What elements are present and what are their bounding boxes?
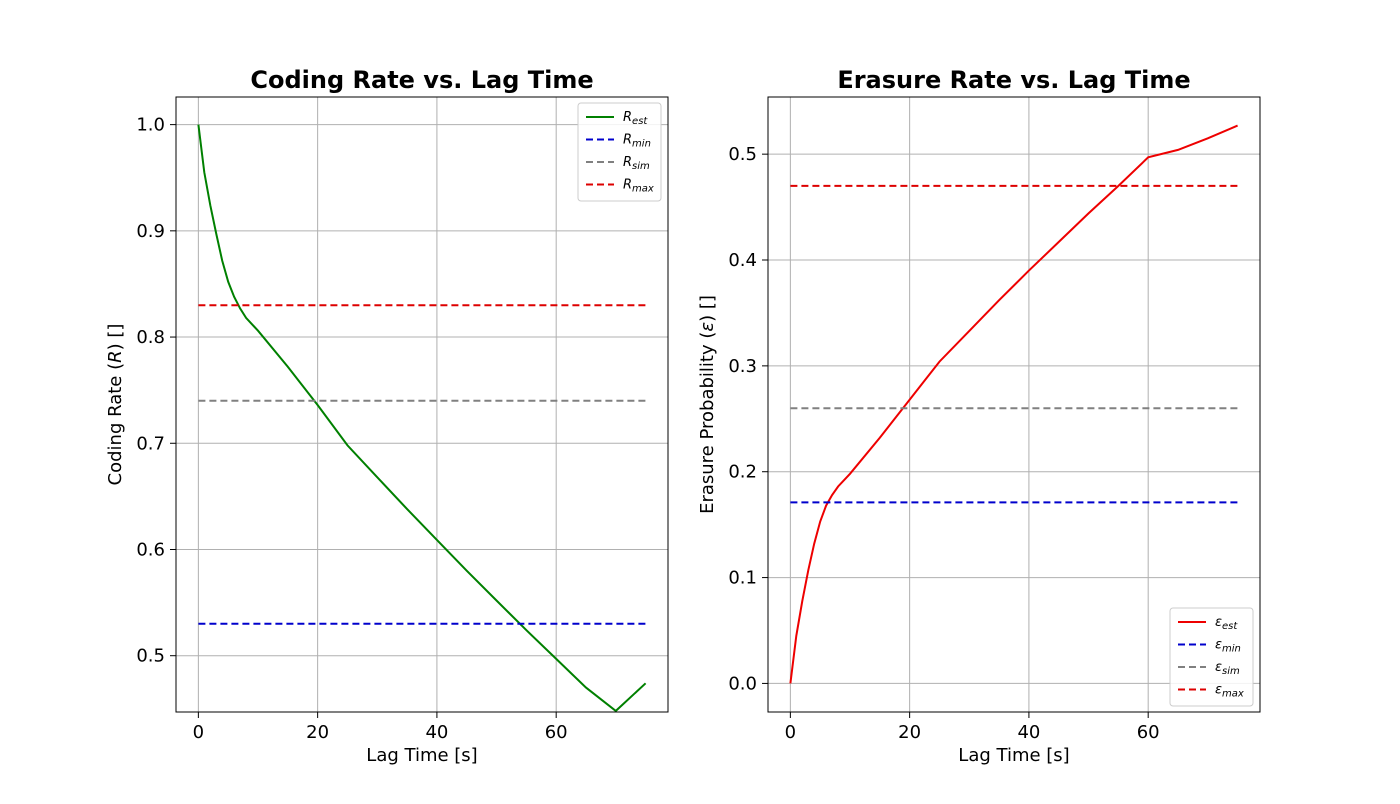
x-tick-label: 40: [1017, 722, 1040, 743]
y-tick-label: 0.9: [136, 221, 165, 242]
axes-frame: [175, 96, 669, 713]
legend-label-min: Rmin: [623, 133, 651, 150]
y-tick-label: 0.8: [136, 327, 165, 348]
y-tick-label: 0.2: [728, 462, 757, 483]
legend: Rest Rmin Rsim Rmax: [577, 102, 662, 202]
legend-box: [577, 102, 662, 202]
legend-label-max: εmax: [1215, 683, 1244, 700]
y-axis-label: Erasure Probability (ε) []: [697, 295, 718, 514]
y-tick-label: 0.5: [136, 646, 165, 667]
erasure-rate-plot: 0 20 40 60 0.0 0.1 0.2 0.3 0.4 0.5 Erasure Rate vs…: [697, 66, 1261, 766]
x-tick-label: 0: [193, 722, 204, 743]
legend-label-est: εest: [1215, 615, 1238, 632]
y-axis-label: Coding Rate (R) []: [105, 324, 126, 486]
y-tick-label: 0.5: [728, 144, 757, 165]
chart-title: Erasure Rate vs. Lag Time: [837, 66, 1190, 94]
y-tick-label: 0.0: [728, 673, 757, 694]
y-tick-label: 0.7: [136, 433, 165, 454]
x-tick-label: 60: [1137, 722, 1160, 743]
x-tick-label: 40: [425, 722, 448, 743]
x-axis-label: Lag Time [s]: [958, 745, 1069, 766]
y-tick-label: 0.3: [728, 356, 757, 377]
y-tick-label: 0.6: [136, 539, 165, 560]
x-tick-label: 0: [785, 722, 796, 743]
x-tick-label: 20: [898, 722, 921, 743]
series-line-est: [197, 124, 647, 713]
y-tick-label: 0.1: [728, 568, 757, 589]
x-axis-label: Lag Time [s]: [366, 745, 477, 766]
y-tick-label: 0.4: [728, 250, 757, 271]
legend-box: [1169, 607, 1254, 707]
chart-title: Coding Rate vs. Lag Time: [250, 66, 593, 94]
legend-label-sim: Rsim: [623, 155, 650, 172]
x-tick-label: 20: [306, 722, 329, 743]
x-tick-label: 60: [545, 722, 568, 743]
coding-rate-plot: 0 20 40 60 0.5 0.6 0.7 0.8 0.9 1.0 Coding Rate vs.…: [105, 66, 669, 766]
legend-label-est: Rest: [623, 110, 648, 127]
series-line-est: [789, 124, 1238, 684]
y-tick-label: 1.0: [136, 115, 165, 136]
legend-label-max: Rmax: [623, 178, 654, 195]
legend: εest εmin εsim εmax: [1169, 607, 1254, 707]
legend-label-min: εmin: [1215, 638, 1241, 655]
axes-frame: [767, 96, 1261, 713]
legend-label-sim: εsim: [1215, 660, 1240, 677]
